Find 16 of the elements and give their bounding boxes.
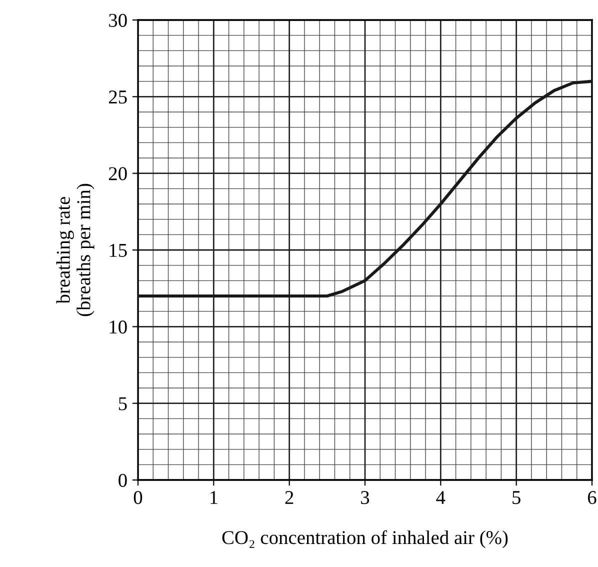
y-tick-label: 0	[118, 474, 127, 487]
y-tick-label: 20	[108, 167, 127, 180]
y-tick-label: 5	[118, 397, 127, 410]
y-axis-title: breathing rate (breaths per min)	[56, 184, 94, 316]
y-tick-label: 15	[110, 244, 127, 257]
x-axis-title: CO₂ concentration of inhaled air (%)	[222, 530, 508, 548]
x-tick-label: 6	[588, 491, 596, 504]
x-tick-label: 0	[134, 490, 142, 504]
x-tick-label: 4	[436, 491, 446, 504]
y-tick-label: 10	[110, 320, 127, 334]
x-tick-label: 5	[512, 491, 520, 504]
y-tick-label: 30	[109, 14, 127, 27]
y-tick-label: 25	[108, 90, 127, 104]
x-tick-label: 3	[361, 491, 370, 504]
x-tick-label: 2	[285, 491, 294, 504]
x-tick-label: 1	[210, 491, 218, 504]
